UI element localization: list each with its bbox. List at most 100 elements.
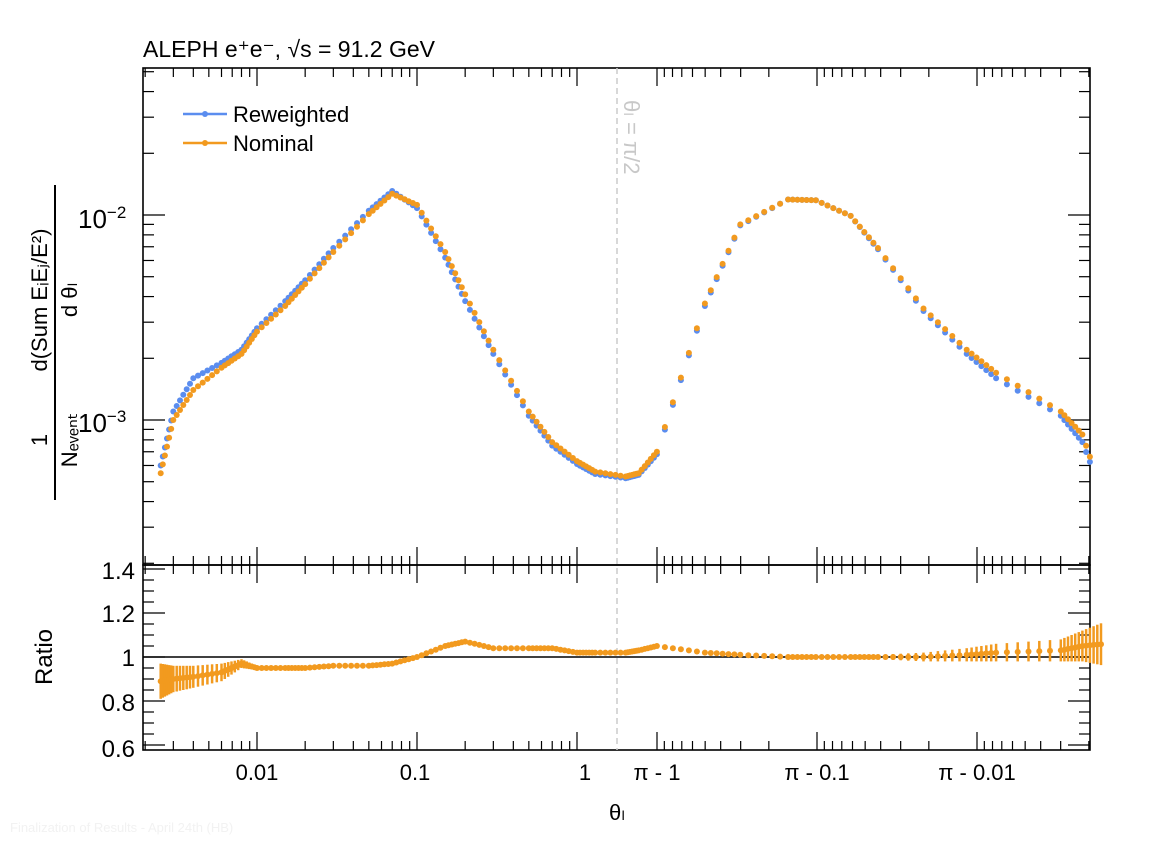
data-point-reweighted xyxy=(180,391,187,398)
data-point-nominal xyxy=(533,418,540,425)
data-point-nominal xyxy=(661,424,668,430)
ratio-data-point xyxy=(808,654,815,660)
data-point-reweighted xyxy=(272,307,279,314)
ratio-data-point xyxy=(354,662,360,669)
ratio-data-point xyxy=(963,651,970,658)
data-point-nominal xyxy=(348,230,355,237)
ratio-panel-points xyxy=(157,623,1104,699)
data-point-nominal xyxy=(685,349,692,356)
data-point-nominal xyxy=(466,300,473,307)
ratio-data-point xyxy=(769,653,776,660)
ratio-data-point xyxy=(1047,647,1053,654)
ratio-data-point xyxy=(836,654,843,660)
data-point-reweighted xyxy=(1003,381,1010,388)
ratio-data-point xyxy=(254,665,260,671)
data-point-reweighted xyxy=(213,362,220,369)
data-point-nominal xyxy=(320,259,327,266)
ratio-data-point xyxy=(342,662,349,669)
top-ylabel: d(Sum EᵢEⱼ/E²) d θₗ xyxy=(27,185,82,415)
data-point-reweighted xyxy=(437,246,444,253)
ratio-data-point xyxy=(812,654,819,660)
ratio-data-point xyxy=(693,648,700,655)
ylabel-denominator: d θₗ xyxy=(57,283,82,317)
ratio-data-point xyxy=(330,662,337,669)
data-point-reweighted xyxy=(1036,400,1043,407)
data-point-nominal xyxy=(856,223,863,230)
data-point-nominal xyxy=(455,277,462,284)
data-point-nominal xyxy=(824,202,831,209)
ratio-data-point xyxy=(414,654,420,660)
ratio-data-point xyxy=(978,650,985,657)
data-point-nominal xyxy=(445,256,452,263)
data-point-nominal xyxy=(993,369,1000,376)
svg-text:1: 1 xyxy=(27,434,52,446)
data-point-reweighted xyxy=(173,403,180,409)
top-panel-points xyxy=(157,188,1093,482)
data-point-nominal xyxy=(537,423,544,430)
data-point-nominal xyxy=(359,217,366,224)
data-point-nominal xyxy=(485,337,492,344)
data-point-nominal xyxy=(731,234,738,241)
data-point-reweighted xyxy=(993,375,1000,382)
axis-ticks xyxy=(143,68,1090,750)
data-point-nominal xyxy=(514,387,520,394)
ratio-data-point xyxy=(519,645,526,652)
data-point-reweighted xyxy=(187,380,193,387)
data-point-nominal xyxy=(414,201,420,208)
ratio-data-point xyxy=(818,654,825,660)
data-point-nominal xyxy=(311,270,318,277)
data-point-nominal xyxy=(529,413,536,420)
ratio-data-point xyxy=(882,654,889,660)
ratio-data-point xyxy=(592,649,599,656)
svg-text:Nₑᵥₑₙₜ: Nₑᵥₑₙₜ xyxy=(57,413,82,468)
data-point-nominal xyxy=(1079,431,1086,438)
data-point-reweighted xyxy=(1083,449,1090,455)
data-point-nominal xyxy=(258,324,265,331)
legend-reweighted-label: Reweighted xyxy=(233,102,349,127)
data-point-nominal xyxy=(569,455,576,461)
ratio-data-point xyxy=(502,645,509,652)
ratio-data-point xyxy=(777,653,784,660)
data-point-nominal xyxy=(209,372,216,379)
data-point-nominal xyxy=(254,328,260,335)
data-point-nominal xyxy=(870,239,877,246)
data-point-nominal xyxy=(1057,408,1064,415)
data-point-reweighted xyxy=(1086,458,1093,465)
data-point-nominal xyxy=(437,241,444,248)
data-point-nominal xyxy=(617,472,624,479)
data-point-reweighted xyxy=(978,363,985,370)
data-point-nominal xyxy=(812,197,819,204)
xtick-pi-minus-0-1: π - 0.1 xyxy=(784,760,849,785)
data-point-reweighted xyxy=(277,302,284,309)
data-point-nominal xyxy=(890,265,897,272)
ratio-data-point xyxy=(847,654,854,660)
data-point-nominal xyxy=(669,399,676,406)
data-point-nominal xyxy=(525,408,532,415)
data-point-nominal xyxy=(602,470,609,477)
data-point-nominal xyxy=(471,309,478,316)
ratio-data-point xyxy=(973,651,980,658)
ratio-data-point xyxy=(685,647,692,654)
ratio-data-point xyxy=(496,645,503,652)
data-point-nominal xyxy=(875,245,881,251)
data-point-nominal xyxy=(1065,416,1071,423)
data-point-nominal xyxy=(432,233,439,240)
ratio-data-point xyxy=(617,649,624,656)
ratio-data-point xyxy=(204,671,211,678)
data-point-nominal xyxy=(561,448,568,455)
ratio-data-point xyxy=(841,654,848,660)
ratio-data-point xyxy=(508,645,515,652)
data-point-nominal xyxy=(365,211,372,218)
ratio-data-point xyxy=(462,638,469,645)
ylabel-numerator: d(Sum EᵢEⱼ/E²) xyxy=(27,229,52,372)
ratio-data-point xyxy=(325,663,332,670)
data-point-nominal xyxy=(653,448,660,455)
data-point-nominal xyxy=(713,274,720,281)
data-point-nominal xyxy=(306,275,313,282)
data-point-nominal xyxy=(861,229,868,235)
data-point-nominal xyxy=(1083,442,1090,449)
data-point-reweighted xyxy=(195,372,201,379)
data-point-nominal xyxy=(597,469,604,476)
ratio-data-point xyxy=(190,673,197,680)
footer-note: Finalization of Results - April 24th (HB… xyxy=(10,820,234,835)
